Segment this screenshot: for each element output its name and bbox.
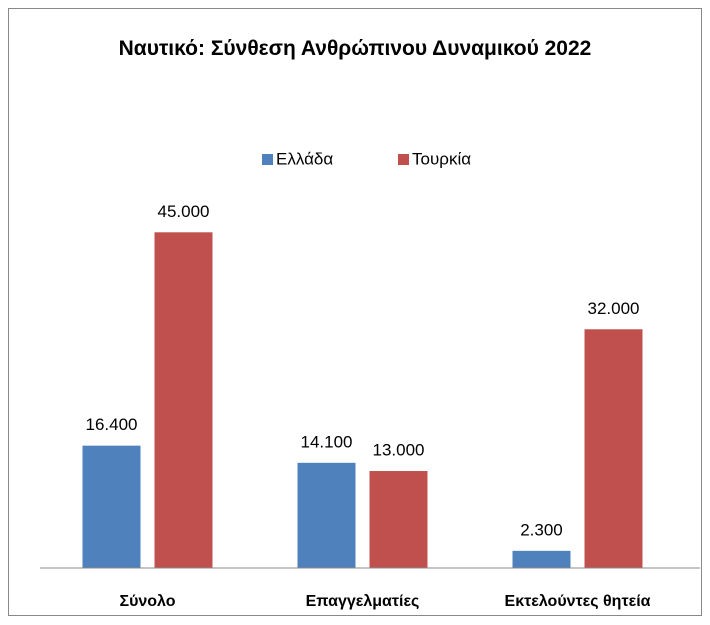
chart-title: Ναυτικό: Σύνθεση Ανθρώπινου Δυναμικού 20… xyxy=(118,37,592,60)
x-tick-label: Εκτελούντες θητεία xyxy=(505,593,651,610)
x-tick-label: Σύνολο xyxy=(119,593,175,610)
data-label: 32.000 xyxy=(588,299,640,318)
legend-label: Τουρκία xyxy=(412,149,471,168)
legend-label: Ελλάδα xyxy=(276,149,333,168)
data-label: 45.000 xyxy=(158,202,210,221)
bar xyxy=(369,471,428,568)
legend-swatch xyxy=(398,154,409,165)
bar xyxy=(82,445,141,568)
data-label: 14.100 xyxy=(301,432,353,451)
chart-border xyxy=(8,8,702,616)
data-label: 2.300 xyxy=(520,520,563,539)
legend-swatch xyxy=(262,154,273,165)
bar xyxy=(154,232,213,569)
data-label: 13.000 xyxy=(373,441,425,460)
x-tick-label: Επαγγελματίες xyxy=(306,593,420,610)
bar xyxy=(584,329,643,568)
bar xyxy=(512,550,571,568)
data-label: 16.400 xyxy=(86,415,138,434)
bar xyxy=(297,462,356,568)
